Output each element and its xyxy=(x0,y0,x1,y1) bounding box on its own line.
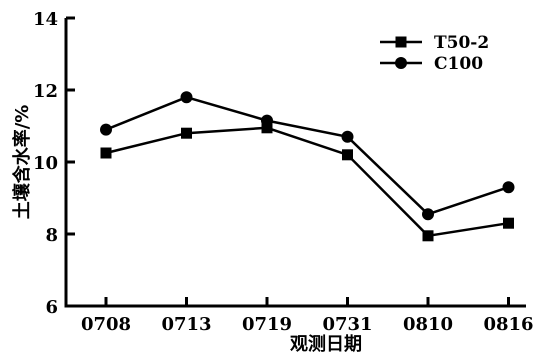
y-tick-label: 10 xyxy=(33,153,58,174)
legend-marker xyxy=(395,36,407,48)
y-tick-label: 14 xyxy=(33,9,58,30)
data-point-t50-2 xyxy=(181,127,192,139)
data-point-t50-2 xyxy=(261,122,273,134)
data-point-t50-2 xyxy=(100,147,112,159)
y-axis-title: 土壤含水率/% xyxy=(11,105,33,220)
y-axis-ticks: 6 8 10 12 14 xyxy=(33,9,75,318)
data-point-t50-2 xyxy=(342,149,353,161)
legend-label: T50-2 xyxy=(434,33,489,53)
y-tick-label: 12 xyxy=(33,81,58,102)
x-axis-ticks: 0708 0713 0719 0731 0810 0816 xyxy=(81,297,534,335)
y-tick-label: 6 xyxy=(45,297,58,318)
data-point-c100 xyxy=(180,91,193,104)
data-point-c100 xyxy=(100,123,112,136)
x-tick-label: 0708 xyxy=(81,314,131,335)
series-layer xyxy=(100,91,515,242)
x-tick-label: 0713 xyxy=(161,314,211,335)
series-line-c100 xyxy=(105,95,509,216)
x-tick-label: 0719 xyxy=(242,314,292,335)
data-point-c100 xyxy=(502,181,515,194)
data-point-c100 xyxy=(261,114,273,127)
x-tick-label: 0810 xyxy=(403,314,453,335)
legend-label: C100 xyxy=(434,54,483,74)
data-point-t50-2 xyxy=(422,230,434,242)
data-point-c100 xyxy=(422,208,434,221)
x-tick-label: 0731 xyxy=(322,314,372,335)
legend-marker xyxy=(395,57,407,69)
x-axis-title: 观测日期 xyxy=(290,333,362,355)
series-line-t50-2 xyxy=(105,126,509,238)
data-point-c100 xyxy=(341,130,354,143)
x-tick-label: 0816 xyxy=(483,314,533,335)
data-point-t50-2 xyxy=(503,217,514,229)
y-tick-label: 8 xyxy=(45,225,58,246)
